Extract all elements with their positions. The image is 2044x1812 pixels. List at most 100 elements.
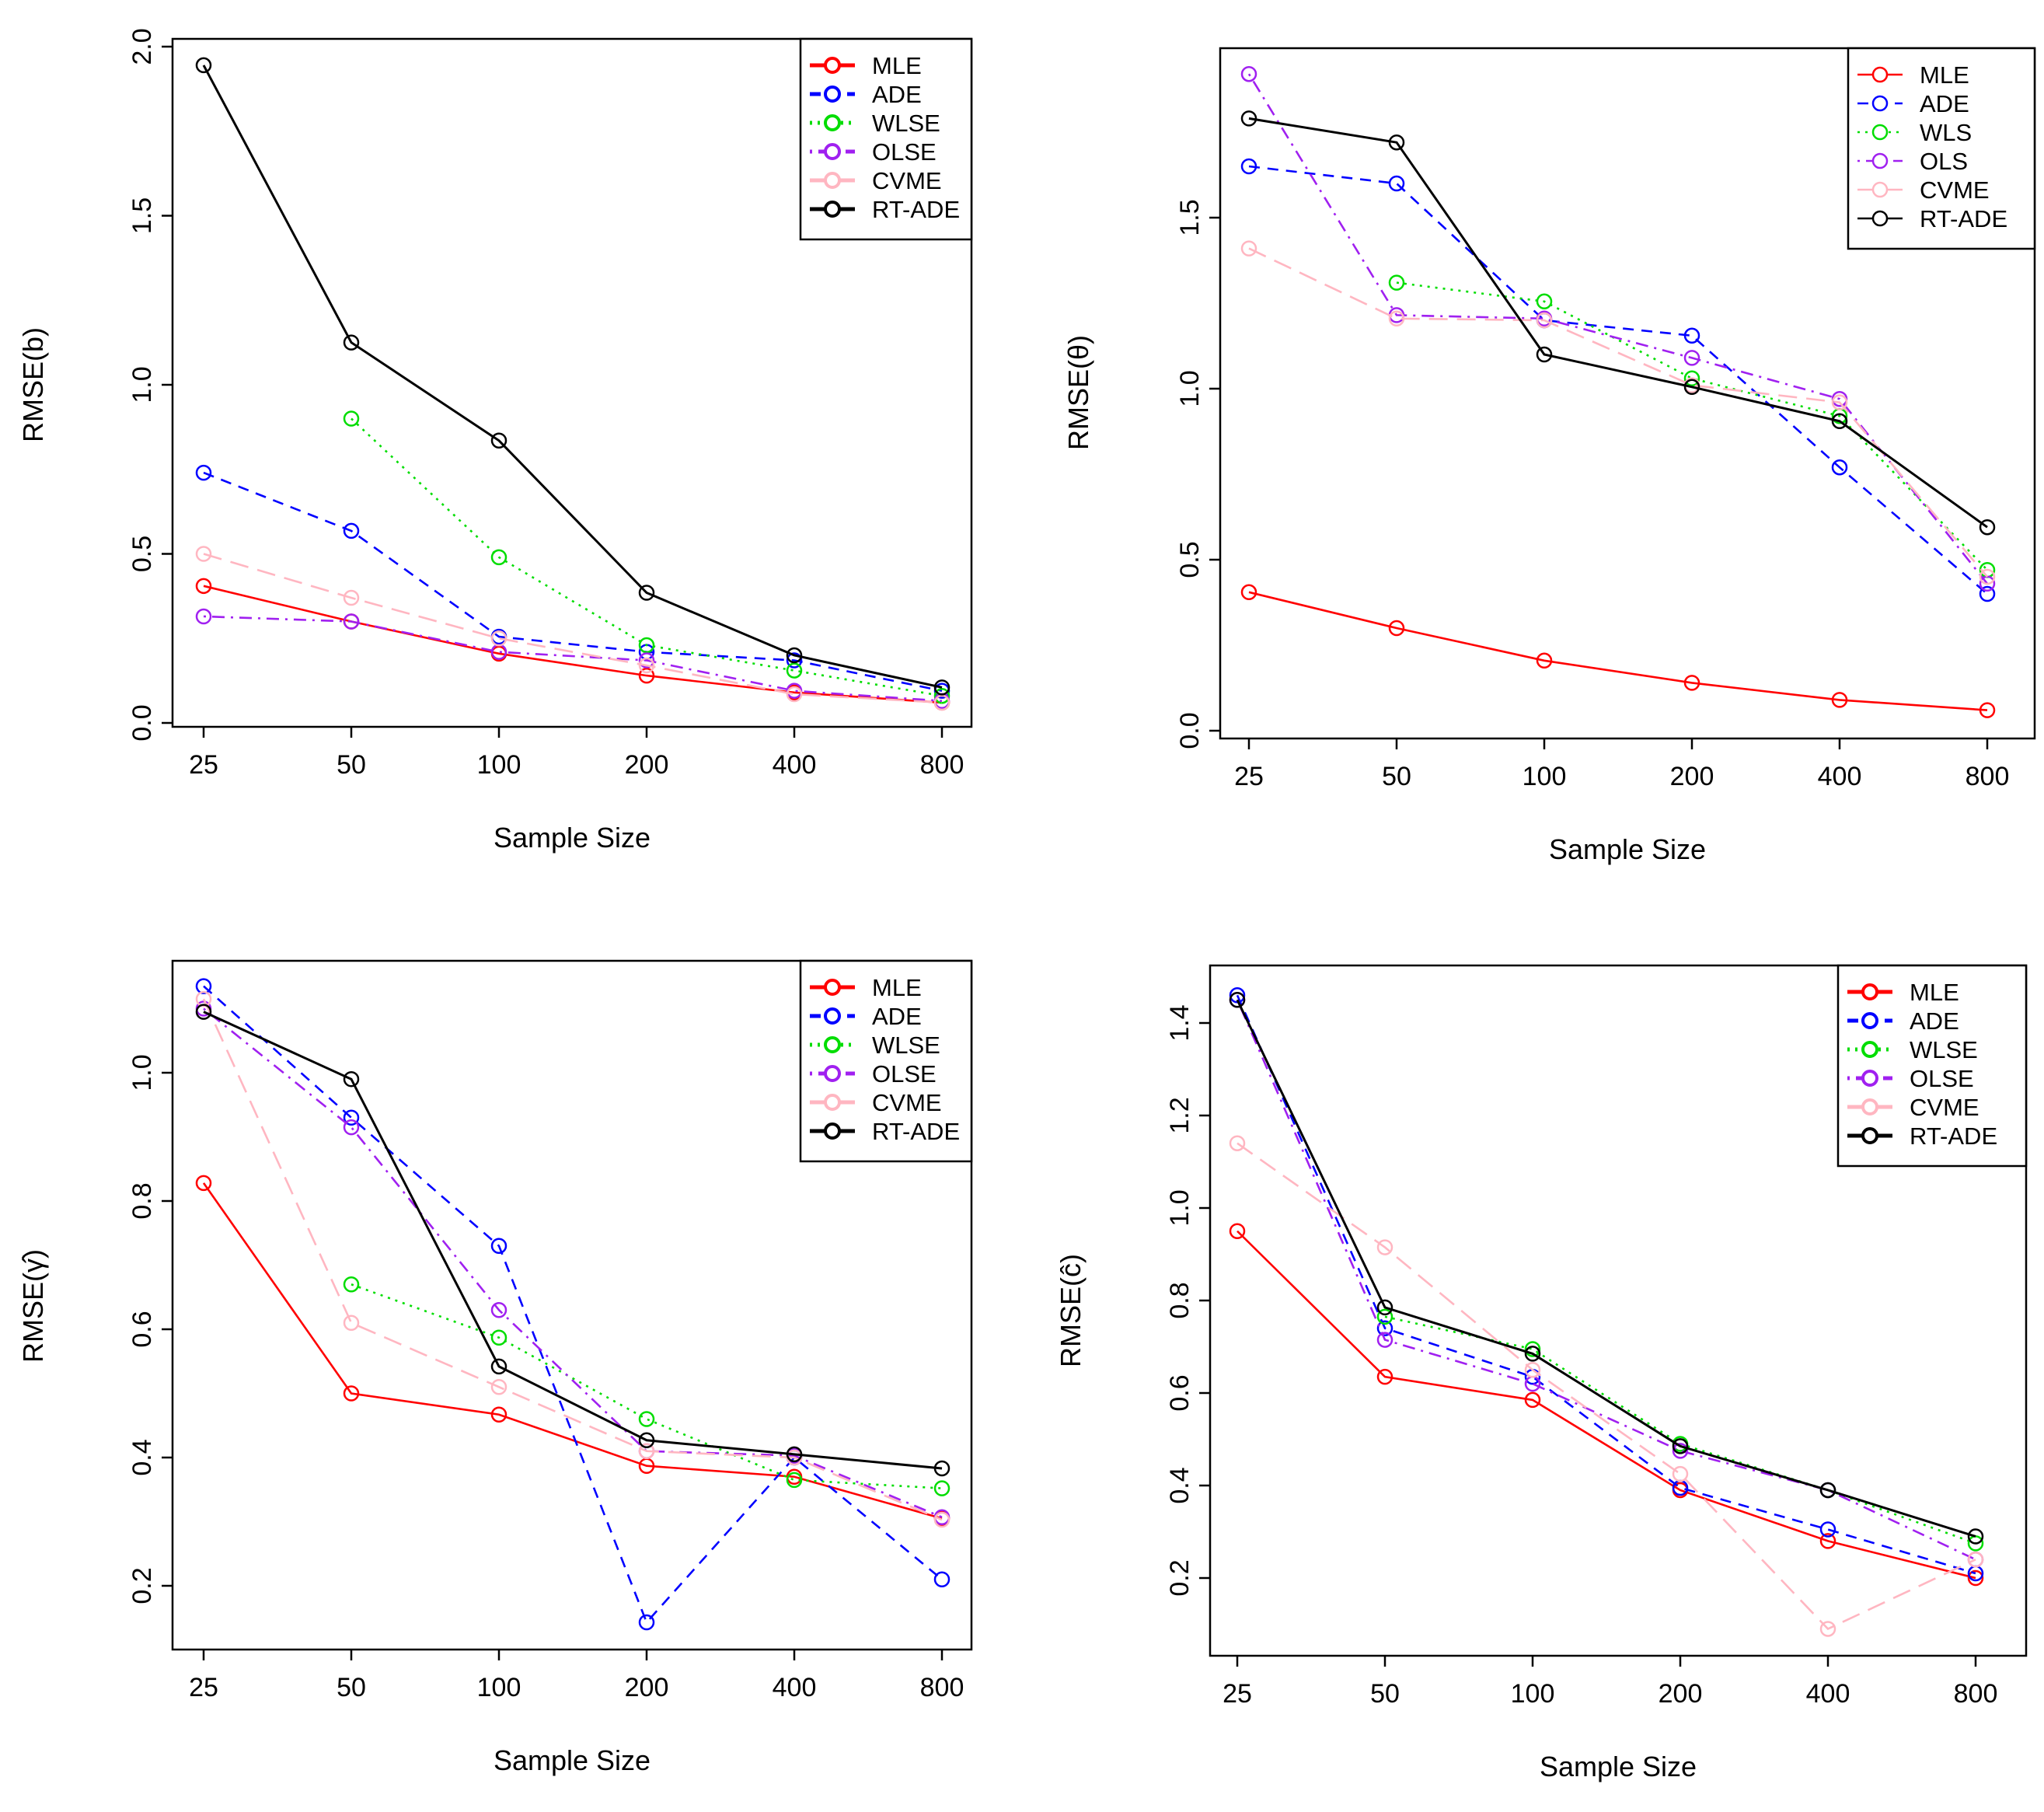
legend-marker [1871, 210, 1889, 227]
data-point [490, 432, 508, 449]
series-olse [195, 608, 950, 709]
legend-marker [824, 1094, 841, 1111]
y-tick-label: 0.0 [127, 704, 157, 741]
y-tick-label: 0.2 [127, 1567, 157, 1604]
y-tick-label: 0.5 [1175, 541, 1205, 578]
x-tick-label: 400 [1818, 762, 1862, 791]
data-point [1819, 1621, 1836, 1637]
data-point [490, 1302, 508, 1318]
data-point [343, 410, 360, 427]
data-point [1536, 312, 1553, 329]
legend-marker [1871, 181, 1889, 198]
legend-marker [1861, 1012, 1878, 1029]
y-tick-label: 0.6 [127, 1311, 157, 1347]
data-point [195, 57, 212, 74]
series-cvme [195, 546, 950, 711]
legend-label: OLSE [872, 1060, 937, 1088]
series-rt-ade [1240, 110, 1996, 536]
legend-item-ols: OLS [1857, 148, 1968, 175]
x-tick-label: 100 [1523, 762, 1567, 791]
data-point [638, 637, 655, 654]
data-point [1524, 1341, 1541, 1357]
y-axis-title: RMSE(ĉ) [1055, 1254, 1087, 1367]
data-point [1229, 992, 1246, 1008]
series-cvme [1240, 240, 1996, 585]
legend-item-cvme: CVME [810, 167, 942, 194]
series-cvme [1229, 1135, 1984, 1637]
data-point [786, 652, 803, 669]
data-point [1536, 652, 1553, 669]
series-line [351, 417, 943, 697]
data-point [195, 1004, 212, 1020]
legend-item-wls: WLS [1857, 119, 1972, 146]
data-point [1979, 702, 1996, 718]
y-tick-label: 0.8 [1165, 1282, 1195, 1318]
data-point [1979, 585, 1996, 602]
data-point [933, 679, 950, 696]
legend-item-wlse: WLSE [1847, 1036, 1978, 1063]
data-point [490, 1406, 508, 1423]
series-rt-ade [195, 1004, 950, 1477]
data-point [1831, 459, 1848, 476]
legend-marker [1861, 1070, 1878, 1087]
x-tick-label: 400 [1806, 1679, 1850, 1709]
data-point [1672, 1443, 1689, 1459]
data-point [343, 1109, 360, 1126]
series-line [202, 65, 943, 689]
series-wlse [343, 410, 950, 704]
legend-item-cvme: CVME [810, 1089, 942, 1116]
legend-marker [1871, 95, 1889, 112]
data-point [1388, 175, 1405, 192]
data-point [490, 630, 508, 647]
y-axis-title: RMSE(γ̂) [17, 1249, 49, 1363]
data-point [1229, 1223, 1246, 1239]
x-tick-label: 400 [773, 1673, 817, 1702]
data-point [343, 1314, 360, 1331]
y-tick-label: 0.5 [127, 536, 157, 572]
legend-label: ADE [872, 1003, 922, 1030]
x-axis-title: Sample Size [494, 1744, 651, 1776]
series-line [203, 615, 943, 703]
data-point [933, 1460, 950, 1477]
data-point [1819, 1533, 1836, 1549]
x-tick-label: 100 [477, 750, 521, 780]
legend-item-ade: ADE [1857, 90, 1969, 117]
legend-marker [1861, 983, 1878, 1000]
series-line [1237, 1230, 1976, 1580]
data-point [1683, 350, 1700, 366]
data-point [1831, 394, 1848, 410]
x-tick-label: 800 [1966, 762, 2010, 791]
x-tick-label: 200 [625, 750, 669, 780]
y-axis-title: RMSE(b) [17, 327, 49, 442]
legend-marker [824, 57, 841, 74]
data-point [638, 652, 655, 669]
y-tick-label: 0.8 [127, 1182, 157, 1219]
data-point [1240, 240, 1257, 257]
legend-label: ADE [1910, 1007, 1959, 1035]
legend-marker [1861, 1127, 1878, 1144]
legend-label: RT-ADE [1920, 205, 2007, 232]
series-line [1248, 247, 1988, 578]
data-point [1388, 620, 1405, 637]
chart-panel-2: 25 50 100 200 400 800 0.0 0.5 1.0 1.5 Sample Size R… [1062, 47, 2036, 865]
data-point [786, 1446, 803, 1463]
data-point [1967, 1551, 1984, 1568]
data-point [1388, 274, 1405, 291]
data-point [195, 608, 212, 625]
data-point [343, 522, 360, 539]
data-point [490, 1358, 508, 1375]
legend-item-mle: MLE [1857, 61, 1969, 89]
y-tick-label: 1.0 [127, 366, 157, 403]
data-point [195, 1175, 212, 1192]
legend-item-cvme: CVME [1847, 1094, 1979, 1121]
y-tick-label: 1.5 [1175, 199, 1205, 236]
legend-item-wlse: WLSE [810, 1032, 940, 1059]
legend-item-olse: OLSE [1847, 1065, 1974, 1092]
y-tick-label: 0.6 [1165, 1374, 1195, 1411]
series-line [1248, 117, 1988, 529]
x-tick-label: 800 [1954, 1679, 1998, 1709]
series-line [1248, 165, 1988, 595]
